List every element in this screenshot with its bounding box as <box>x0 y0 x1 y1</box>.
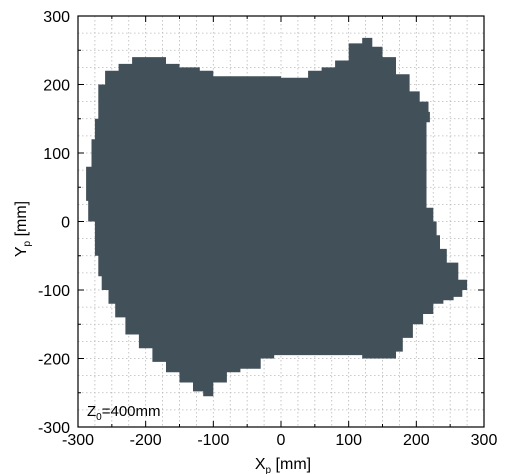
y-tick-label: 300 <box>43 9 70 26</box>
y-axis-title-main: Y <box>13 246 30 257</box>
x-tick-label: -100 <box>197 432 229 449</box>
x-tick-label: 200 <box>403 432 430 449</box>
axis-tick-labels: -300 -200 -100 0 100 200 300 -300 -200 -100 0 100 20… <box>38 9 497 449</box>
z-annotation: Z0=400mm <box>87 403 161 423</box>
z-annotation-sub: 0 <box>96 412 102 423</box>
y-axis-title-unit: [mm] <box>13 201 30 241</box>
x-axis-title: Xp [mm] <box>255 456 311 474</box>
reachable-region-area <box>86 37 468 397</box>
y-tick-label: 100 <box>43 146 70 163</box>
z-annotation-main: Z <box>87 403 96 420</box>
x-axis-title-main: X <box>255 456 266 473</box>
y-tick-label: 200 <box>43 78 70 95</box>
x-tick-label: 300 <box>471 432 498 449</box>
y-tick-label: 0 <box>61 215 70 232</box>
x-tick-label: 100 <box>335 432 362 449</box>
z-annotation-rest: =400mm <box>102 403 161 420</box>
y-axis-title-sub: p <box>22 240 33 246</box>
x-tick-label: 0 <box>277 432 286 449</box>
axis-ticks <box>77 15 485 428</box>
y-axis-title: Yp [mm] <box>13 201 33 257</box>
x-tick-label: -300 <box>62 432 94 449</box>
y-tick-label: -200 <box>38 352 70 369</box>
x-axis-title-unit: [mm] <box>271 456 311 473</box>
y-tick-label: -100 <box>38 283 70 300</box>
x-axis-title-sub: p <box>266 465 272 474</box>
y-tick-label: -300 <box>38 420 70 437</box>
x-tick-label: -200 <box>130 432 162 449</box>
